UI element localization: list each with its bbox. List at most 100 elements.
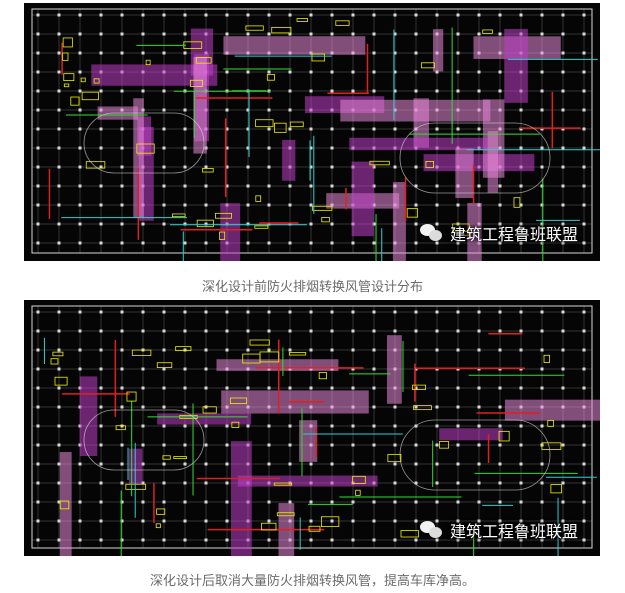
column [225,108,229,112]
column [57,481,61,485]
column [246,127,250,131]
smoke-exhaust-duct [487,130,499,193]
column [141,241,145,245]
column [162,424,166,428]
column [561,481,565,485]
column [414,222,418,226]
column [435,13,439,17]
annotation-mark [242,353,261,364]
annotation-mark [425,160,434,169]
annotation-mark [59,500,70,510]
column [330,89,334,93]
column [582,386,586,390]
column [57,462,61,466]
column [309,127,313,131]
annotation-mark [311,53,325,62]
column [288,500,292,504]
column [183,127,187,131]
column [372,329,376,333]
column [204,165,208,169]
column [519,329,523,333]
column [414,462,418,466]
column [78,32,82,36]
annotation-mark [231,421,240,428]
column [225,386,229,390]
column [288,348,292,352]
column [540,386,544,390]
column [78,241,82,245]
column [498,184,502,188]
column [435,329,439,333]
column [267,222,271,226]
column [477,70,481,74]
column [267,519,271,523]
column [246,310,250,314]
smoke-exhaust-duct [216,359,339,371]
column [36,386,40,390]
column [225,70,229,74]
column [519,13,523,17]
column [162,443,166,447]
column [477,519,481,523]
driveway-loop [83,112,205,174]
column [120,241,124,245]
column [78,184,82,188]
column [540,13,544,17]
column [225,443,229,447]
column [351,519,355,523]
column [183,405,187,409]
column [372,367,376,371]
caption-after: 深化设计后取消大量防火排烟转换风管，提高车库净高。 [149,574,475,589]
column [540,538,544,542]
column [225,424,229,428]
column [36,32,40,36]
column [540,127,544,131]
column [477,127,481,131]
column [456,519,460,523]
column [519,184,523,188]
column [57,127,61,131]
annotation-mark [93,78,100,84]
column [267,13,271,17]
annotation-mark [321,516,340,527]
column [246,424,250,428]
column [309,165,313,169]
annotation-mark [289,121,304,128]
column [498,89,502,93]
annotation-mark [276,512,295,517]
column [36,367,40,371]
column [267,500,271,504]
column [78,13,82,17]
column [435,241,439,245]
column [561,538,565,542]
column [540,500,544,504]
column [498,462,502,466]
annotation-mark [255,119,274,128]
column [267,70,271,74]
column [372,32,376,36]
column [99,500,103,504]
annotation-mark [202,406,217,414]
column [309,500,313,504]
column [183,481,187,485]
column [36,51,40,55]
column [330,538,334,542]
column [435,70,439,74]
column [414,310,418,314]
smoke-exhaust-duct [439,428,503,441]
column [99,184,103,188]
column [162,329,166,333]
column [267,146,271,150]
column [183,424,187,428]
column [477,329,481,333]
column [36,348,40,352]
column [36,127,40,131]
column [288,424,292,428]
annotation-mark [288,352,307,356]
column [120,500,124,504]
column [351,89,355,93]
column [120,519,124,523]
annotation-mark [52,351,64,357]
smoke-exhaust-duct [351,161,374,237]
column [330,443,334,447]
